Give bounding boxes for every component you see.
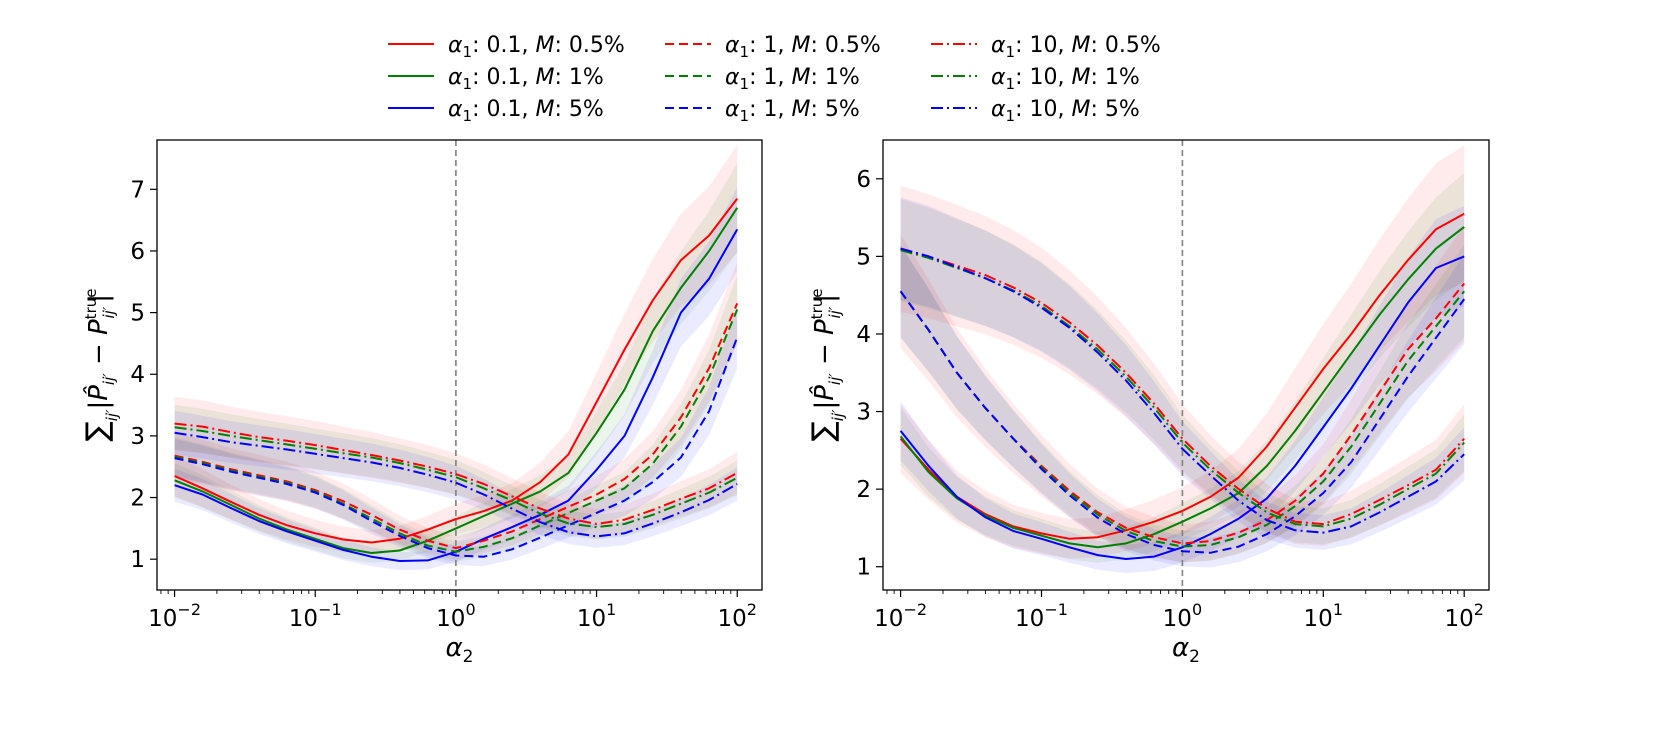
y-tick-label: 4 (130, 362, 145, 388)
legend-label: α1: 1, M: 1% (725, 65, 860, 93)
confidence-band-1-4 (900, 245, 1465, 563)
x-tick-label: 10−1 (1015, 600, 1068, 632)
x-tick-label: 102 (717, 600, 756, 632)
x-tick-label: 101 (577, 600, 616, 632)
confidence-band-1-3 (900, 225, 1465, 563)
x-tick-label: 10−2 (148, 600, 201, 632)
y-tick-label: 1 (856, 555, 871, 581)
legend-label: α1: 1, M: 0.5% (725, 33, 881, 61)
x-tick-label: 101 (1304, 600, 1343, 632)
legend-label: α1: 10, M: 0.5% (991, 33, 1161, 61)
confidence-band-1-1 (900, 172, 1465, 563)
legend-label: α1: 0.1, M: 1% (448, 65, 604, 93)
series-line-0-0 (174, 197, 738, 544)
y-tick-label: 6 (130, 239, 145, 265)
chart-left: 10−2 10−1 100 101 102 1 2 3 4 5 6 7 α2 ∑ij′|P̂ij′ − P… (80, 139, 763, 667)
y-tick-label: 4 (856, 322, 871, 348)
confidence-band-0-6 (174, 396, 738, 539)
series-line-0-8 (174, 431, 738, 538)
x-tick-label: 100 (1163, 600, 1202, 632)
series-line-1-8 (900, 247, 1465, 534)
confidence-band-1-6 (900, 185, 1465, 546)
legend-label: α1: 0.1, M: 5% (448, 97, 604, 125)
y-tick-label: 3 (856, 400, 871, 426)
series-line-0-4 (174, 309, 739, 553)
plot-frame (156, 139, 763, 591)
y-tick-label: 2 (130, 486, 145, 512)
y-tick-label: 5 (130, 301, 145, 327)
series-line-0-5 (174, 336, 739, 558)
y-tick-label: 6 (856, 167, 871, 193)
chart-right: 10−2 10−1 100 101 102 1 2 3 4 5 6 α2 ∑ij′|P̂ij′ − Pt… (806, 139, 1490, 667)
series-line-0-1 (174, 207, 739, 554)
legend-label: α1: 0.1, M: 0.5% (448, 33, 625, 61)
x-tick-label: 10−1 (289, 600, 342, 632)
series-line-1-5 (899, 290, 1466, 554)
series-line-0-7 (174, 426, 738, 529)
series-line-0-6 (174, 422, 738, 525)
confidence-band-1-5 (900, 245, 1465, 568)
legend-label: α1: 10, M: 5% (991, 97, 1140, 125)
y-tick-label: 3 (130, 424, 145, 450)
plot-frame (882, 139, 1490, 591)
confidence-band-0-2 (174, 187, 738, 571)
legend-label: α1: 10, M: 1% (991, 65, 1140, 93)
y-tick-label: 2 (856, 477, 871, 503)
x-tick-label: 102 (1444, 600, 1483, 632)
series-line-1-1 (899, 226, 1465, 549)
legend: α1: 0.1, M: 0.5% α1: 0.1, M: 1% α1: 0.1, M… (388, 33, 1161, 125)
confidence-band-0-1 (174, 163, 738, 563)
plot-area (899, 140, 1466, 590)
confidence-band-0-3 (174, 262, 738, 560)
y-tick-label: 7 (130, 177, 145, 203)
series-line-1-0 (899, 212, 1465, 540)
x-tick-label: 100 (436, 600, 475, 632)
x-tick-label: 10−2 (874, 600, 927, 632)
series-line-0-3 (174, 303, 739, 550)
x-axis-title: α2 (1172, 633, 1200, 667)
legend-label: α1: 1, M: 5% (725, 97, 860, 125)
y-axis-title: ∑ij′|P̂ij′ − Ptrueij′| (806, 289, 847, 442)
series-line-1-6 (900, 247, 1465, 526)
series-line-1-2 (899, 255, 1465, 560)
y-axis-title: ∑ij′|P̂ij′ − Ptrueij′| (80, 289, 121, 442)
x-axis-title: α2 (446, 633, 474, 667)
confidence-band-1-7 (900, 199, 1465, 545)
y-tick-label: 5 (856, 244, 871, 270)
plot-area (174, 140, 739, 590)
confidence-band-1-8 (900, 197, 1465, 550)
y-tick-label: 1 (130, 547, 145, 573)
